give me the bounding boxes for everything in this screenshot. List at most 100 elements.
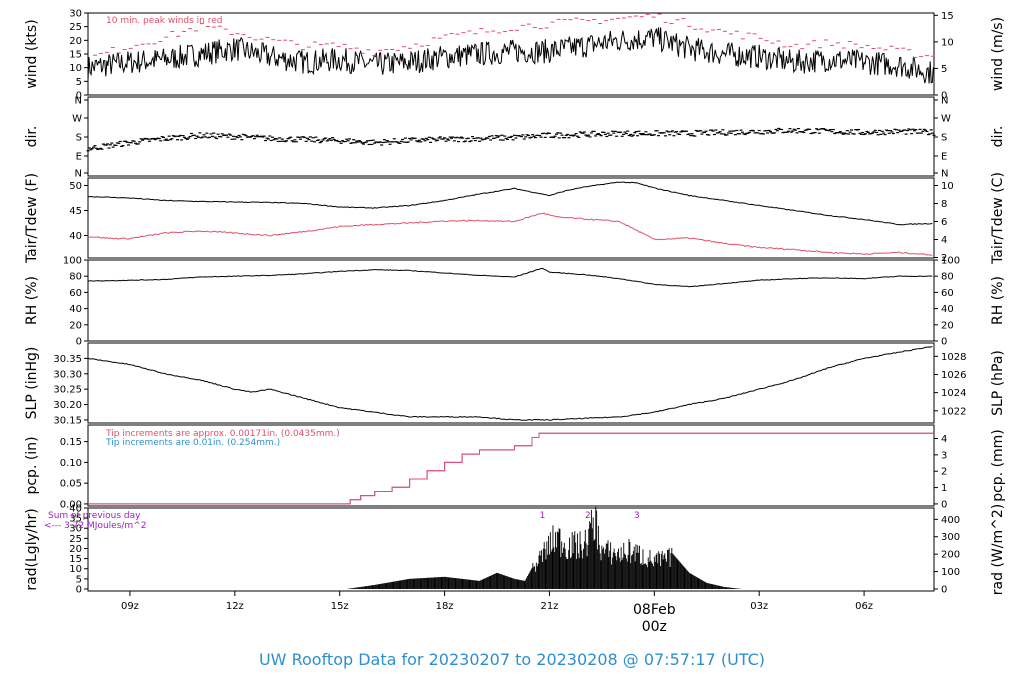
panel-dir: dir. dir.N NE ES SW WN N [24,96,1006,180]
y-tick-label-left: 0 [76,584,82,595]
panel-frame [87,507,935,592]
y-tick-label-left: 80 [69,272,82,283]
y-tick-label-right: 0 [941,91,947,102]
panel-frame [87,424,935,507]
y-tick-label-left: 30.25 [53,385,82,396]
y-tick-label-right: 8 [941,199,947,210]
x-tick-label: 09z [121,601,139,612]
date-marker-hour: 00z [642,619,667,635]
y-tick-label-left: 10 [69,564,82,575]
panel-frame [87,342,935,424]
dew-point-line [87,212,933,256]
x-tick-label: 18z [436,601,454,612]
panel-rh: RH (%) RH (%) 0 20 40 60 80 100 0 20 40 60 80 100 [24,256,1006,348]
y-axis-label-right: dir. [990,126,1006,148]
y-tick-label-right: 10 [941,181,954,192]
y-tick-label-right: 1 [941,483,947,494]
date-marker-day: 08Feb [633,602,676,618]
y-tick-label-right: 2 [941,467,947,478]
y-tick-label-left: 60 [69,288,82,299]
panel-frame [87,259,935,342]
dir-label-left: N [75,96,82,107]
y-tick-label-left: 0 [76,91,82,102]
precip-red-line [88,432,934,505]
y-axis-label-left: Tair/Tdew (F) [24,173,40,264]
y-tick-label-left: 100 [63,256,82,267]
wind-direction-marks [86,127,936,152]
chart-title: UW Rooftop Data for 20230207 to 20230208… [259,650,765,669]
dir-label-left: W [72,114,82,125]
y-tick-label-left: 30 [69,9,82,20]
y-tick-label-left: 30.20 [53,400,82,411]
rad-marker-label: 2 [585,511,591,521]
y-tick-label-left: 40 [69,504,82,515]
x-tick-label: 15z [331,601,349,612]
y-tick-label-right: 1024 [941,388,966,399]
y-axis-label-right: rad (W/m^2) [990,504,1006,595]
y-tick-label-left: 45 [69,206,82,217]
x-tick-label: 06z [855,601,873,612]
panel-wind: wind (kts) wind (m/s) 0 5 10 15 20 25 30 0 5 10 15 10… [24,9,1006,102]
y-tick-label-left: 30 [69,524,82,535]
pcp-note-blue: Tip increments are 0.01in. (0.254mm.) [105,438,280,448]
y-tick-label-right: 1026 [941,370,966,381]
y-tick-label-right: 4 [941,235,947,246]
y-tick-label-right: 100 [941,567,960,578]
panel-rad: rad(Lgly/hr) rad (W/m^2)05101520253035400… [24,504,1006,596]
y-tick-label-left: 0.15 [60,437,82,448]
sea-level-pressure-line [87,346,933,421]
x-tick-label: 03z [750,601,768,612]
dir-label-left: N [75,169,82,180]
y-tick-label-left: 25 [69,22,82,33]
y-axis-label-left: dir. [24,126,40,148]
rad-note-sum: Sum of previous day [48,511,141,521]
y-axis-label-left: wind (kts) [24,19,40,88]
relative-humidity-line [87,267,933,288]
y-tick-label-right: 20 [941,320,954,331]
y-tick-label-left: 30.30 [53,369,82,380]
y-tick-label-right: 1022 [941,406,966,417]
air-temperature-line [87,181,933,226]
y-tick-label-left: 20 [69,36,82,47]
y-tick-label-left: 25 [69,534,82,545]
y-tick-label-right: 40 [941,304,954,315]
dir-label-right: E [941,152,947,163]
y-tick-label-left: 15 [69,50,82,61]
dir-label-right: N [941,169,948,180]
y-tick-label-left: 15 [69,554,82,565]
pcp-note-red: Tip increments are approx. 0.00171in. (0… [105,429,340,439]
dir-label-right: S [941,133,947,144]
rad-marker-label: 1 [540,511,546,521]
y-tick-label-right: 0 [941,499,947,510]
y-axis-label-left: rad(Lgly/hr) [24,508,40,590]
y-tick-label-left: 30.35 [53,354,82,365]
y-tick-label-right: 1028 [941,352,966,363]
y-tick-label-right: 300 [941,532,960,543]
y-tick-label-left: 5 [76,574,82,585]
y-tick-label-right: 400 [941,515,960,526]
dir-label-right: W [941,114,951,125]
y-tick-label-left: 0.00 [60,499,82,510]
peak-wind-marks [92,13,935,58]
wind-speed-line [87,27,934,84]
y-tick-label-left: 40 [69,231,82,242]
y-tick-label-right: 4 [941,434,947,445]
y-tick-label-right: 200 [941,550,960,561]
y-tick-label-right: 2 [941,253,947,264]
radiation-bars [347,506,742,589]
y-tick-label-left: 20 [69,320,82,331]
wind-note: 10 min. peak winds in red [106,16,223,26]
rad-note-value: <--- 3.72 MJoules/m^2 [44,521,146,531]
dir-label-left: S [76,133,82,144]
y-tick-label-left: 10 [69,63,82,74]
y-tick-label-right: 0 [941,337,947,348]
y-axis-label-right: Tair/Tdew (C) [990,172,1006,265]
dir-label-right: N [941,96,948,107]
y-tick-label-left: 20 [69,544,82,555]
y-axis-label-right: RH (%) [990,276,1006,325]
panel-slp: SLP (inHg) SLP (hPa) 30.15 30.20 30.25 30.30 3… [24,342,1006,426]
y-tick-label-right: 6 [941,217,947,228]
